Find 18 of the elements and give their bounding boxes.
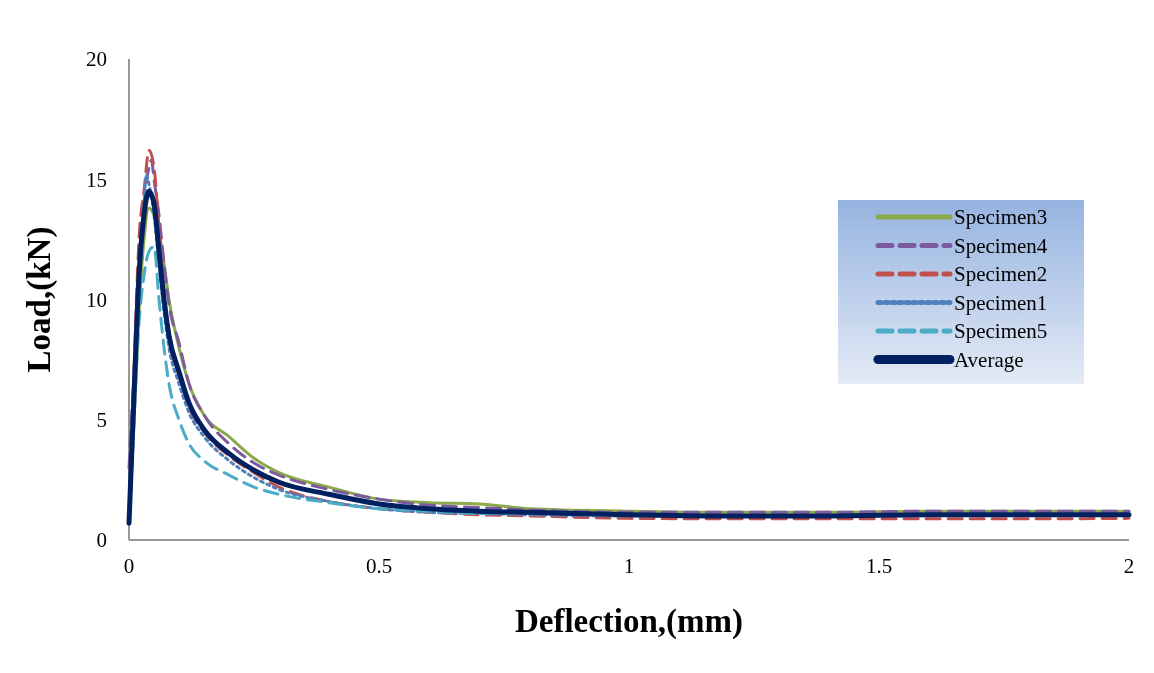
x-tick-label: 0: [123, 554, 135, 578]
y-tick-label: 0: [96, 528, 107, 553]
legend-label: Average: [954, 347, 1024, 372]
x-tick-label: 2: [1123, 554, 1135, 578]
legend-label: Specimen1: [954, 290, 1048, 315]
y-axis-title: Load,(kN): [21, 226, 58, 373]
y-tick-label: 15: [86, 167, 107, 192]
legend-label: Specimen5: [954, 319, 1048, 344]
x-axis-title: Deflection,(mm): [514, 603, 744, 640]
x-tick-label: 1: [623, 554, 635, 578]
y-tick-label: 10: [86, 287, 107, 312]
legend-label: Specimen3: [954, 205, 1048, 230]
x-tick-label: 0.5: [365, 554, 393, 578]
y-tick-label: 5: [96, 408, 107, 433]
legend-label: Specimen4: [954, 233, 1048, 258]
legend-label: Specimen2: [954, 262, 1048, 287]
y-tick-label: 20: [86, 47, 107, 72]
x-tick-label: 1.5: [865, 554, 893, 578]
